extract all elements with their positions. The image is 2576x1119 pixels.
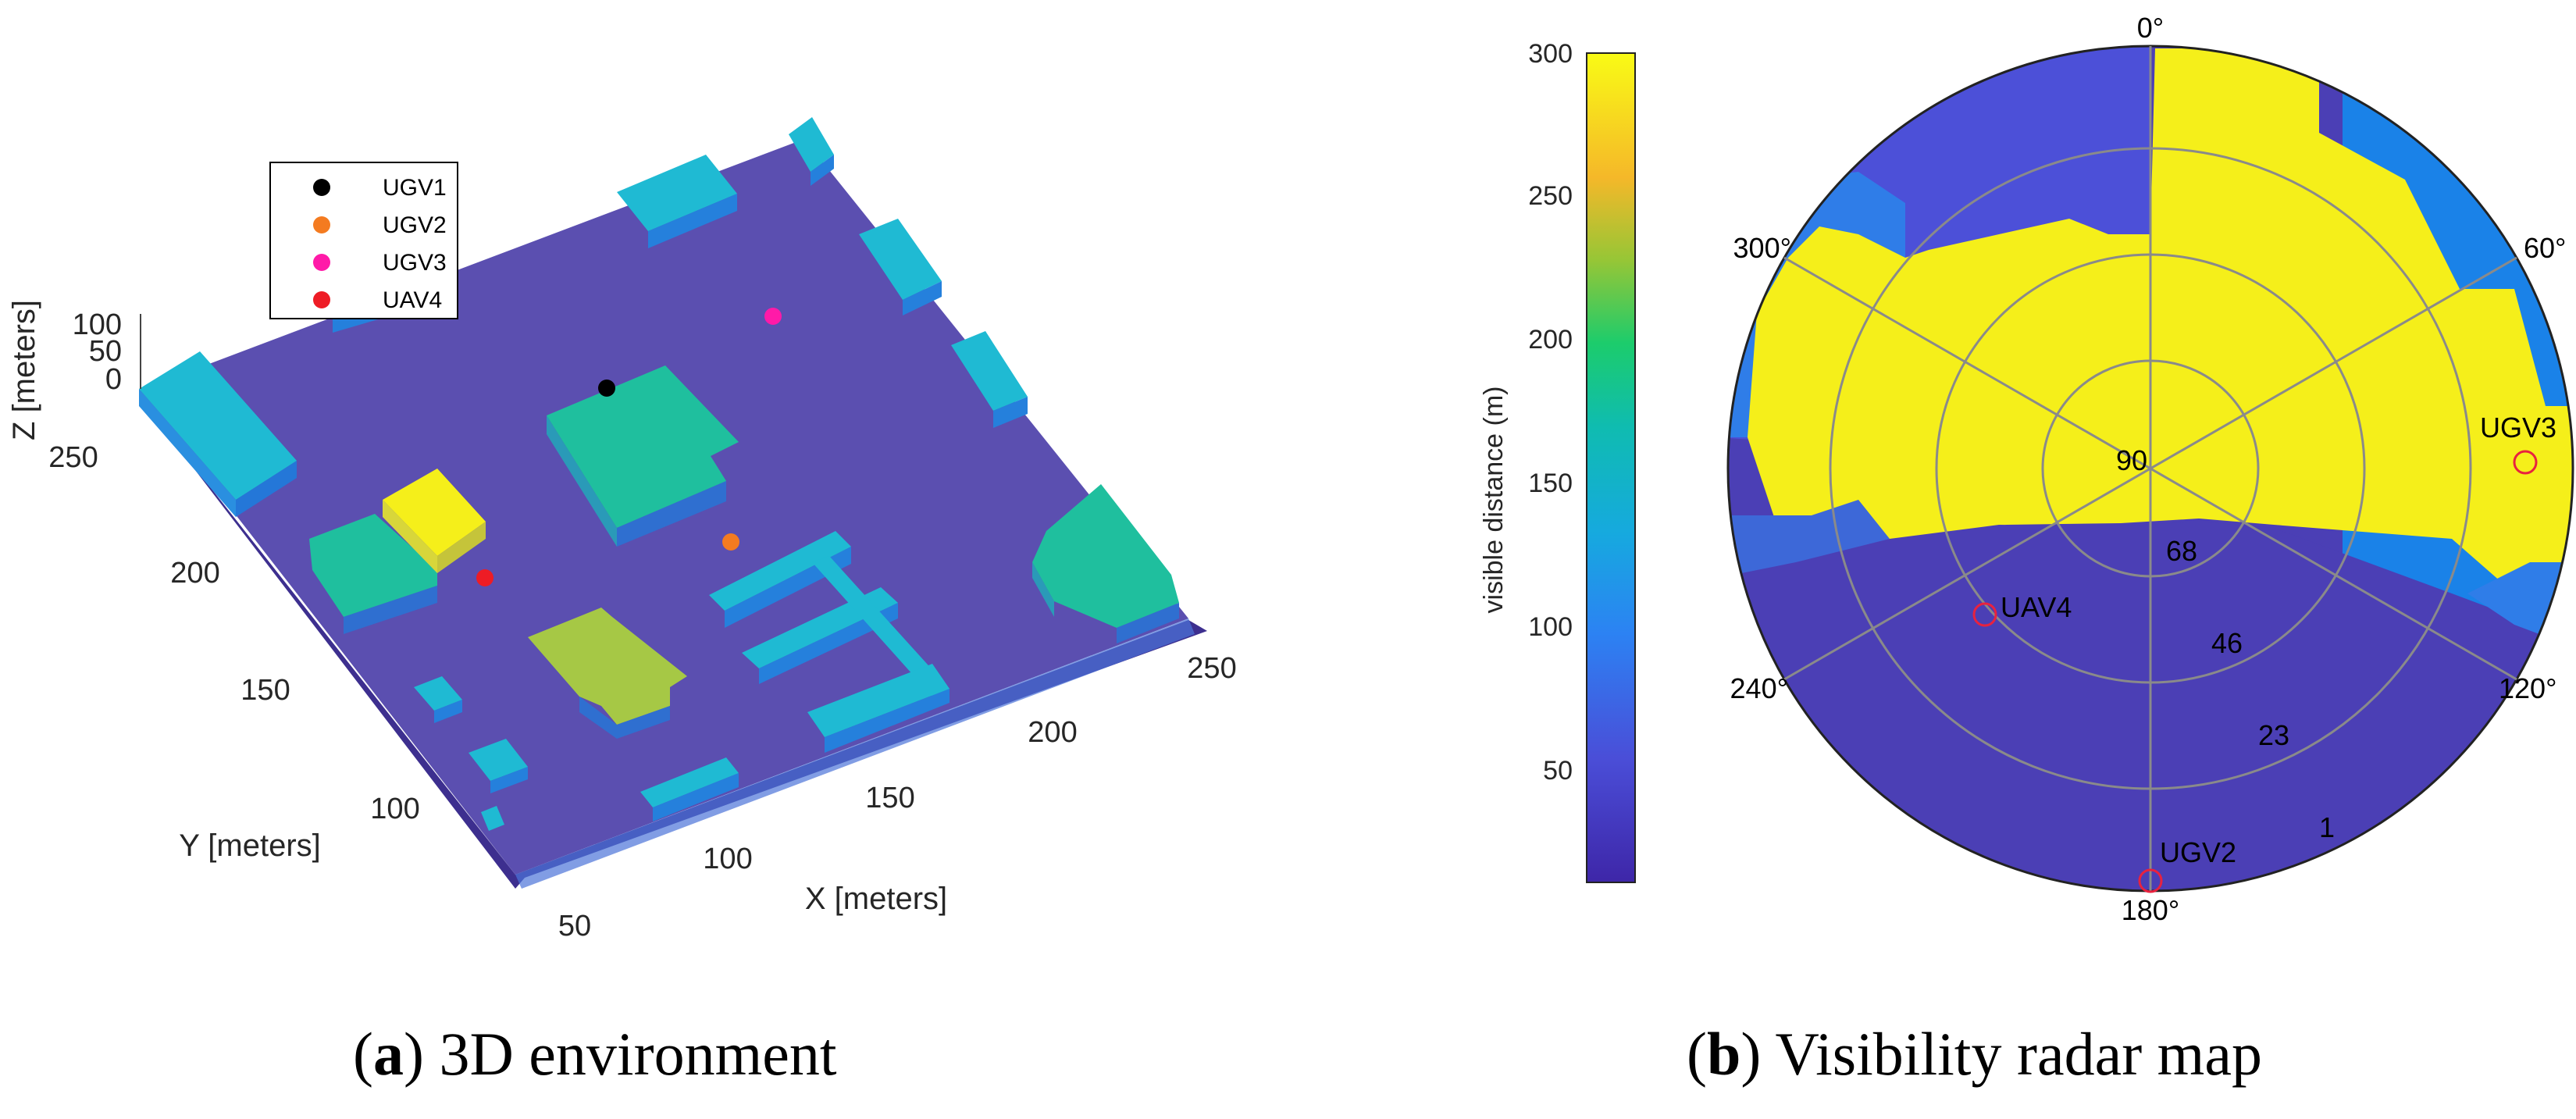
caption-b-letter: b: [1706, 1020, 1741, 1088]
x-tick: 250: [1187, 652, 1236, 685]
colorbar-tick: 100: [1528, 612, 1573, 642]
legend-ugv3-label: UGV3: [383, 250, 447, 276]
y-tick: 200: [170, 557, 219, 590]
legend-uav4-swatch: [313, 291, 330, 308]
colorbar: 300 250 200 150 100 50 visible distance …: [1479, 39, 1636, 883]
marker-uav4-label: UAV4: [2001, 591, 2072, 623]
z-tick: 0: [105, 363, 122, 396]
y-tick: 100: [370, 793, 419, 825]
marker-ugv3-label: UGV3: [2480, 412, 2556, 444]
y-axis: 50 100 150 200 250 Y [meters]: [48, 441, 591, 943]
radial-label: 68: [2166, 535, 2197, 567]
angle-label-240: 240°: [1730, 672, 1788, 704]
colorbar-tick: 150: [1528, 469, 1573, 498]
marker-ugv2: UGV2: [2138, 836, 2236, 893]
caption-a-letter: a: [372, 1020, 404, 1088]
colorbar-tick: 300: [1528, 39, 1573, 69]
y-tick: 50: [558, 910, 591, 943]
ground-edge: [515, 618, 1195, 889]
colorbar-tick: 250: [1528, 181, 1573, 211]
radial-label: 46: [2211, 627, 2243, 659]
region-yellow: [1748, 48, 2573, 593]
caption-b: (b) Visibility radar map: [1687, 1020, 2262, 1088]
radial-label: 1: [2319, 811, 2335, 843]
z-tick: 100: [73, 308, 122, 341]
marker-ugv2-label: UGV2: [2160, 836, 2236, 868]
scene-3d: UGV1 UGV2 UGV3 UAV4 100 50 0 Z [meters] …: [7, 117, 1237, 943]
marker-uav4: UAV4: [1972, 591, 2072, 627]
legend-uav4-label: UAV4: [383, 287, 442, 313]
y-tick: 250: [48, 441, 98, 474]
colorbar-gradient: [1586, 52, 1636, 883]
radial-label: 23: [2258, 719, 2289, 751]
radar-map: 0° 60° 120° 180° 240° 300° 90 68 46 23 1…: [1726, 12, 2574, 926]
z-tick: 50: [89, 335, 122, 368]
colorbar-label: visible distance (m): [1479, 387, 1509, 614]
legend-ugv2-label: UGV2: [383, 212, 447, 238]
caption-a-text: 3D environment: [423, 1020, 837, 1088]
colorbar-tick: 200: [1528, 325, 1573, 355]
z-axis: 100 50 0 Z [meters]: [7, 300, 141, 440]
angle-label-300: 300°: [1733, 232, 1791, 264]
legend-ugv1-swatch: [313, 179, 330, 196]
x-tick: 150: [865, 782, 914, 814]
buildings: [139, 117, 1179, 831]
angle-label-180: 180°: [2122, 894, 2179, 926]
z-axis-label: Z [meters]: [7, 300, 41, 440]
legend-ugv2-swatch: [313, 216, 330, 233]
legend-ugv3-swatch: [313, 254, 330, 271]
y-tick: 150: [240, 674, 290, 707]
region-lower: [1728, 522, 2573, 891]
uav4-marker: [476, 569, 493, 586]
angle-label-120: 120°: [2499, 672, 2556, 704]
x-tick: 100: [703, 843, 752, 875]
ugv1-marker: [598, 380, 615, 397]
angle-label-0: 0°: [2137, 12, 2164, 44]
legend-ugv1-label: UGV1: [383, 175, 447, 201]
caption-b-text: Visibility radar map: [1761, 1020, 2262, 1088]
marker-ugv3: UGV3: [2480, 412, 2556, 475]
caption-a: (a) 3D environment: [353, 1020, 837, 1088]
y-axis-label: Y [meters]: [179, 829, 321, 863]
colorbar-tick: 50: [1543, 756, 1573, 786]
x-axis: 100 150 200 250 X [meters]: [703, 652, 1236, 916]
ugv2-marker: [722, 533, 739, 551]
x-tick: 200: [1028, 716, 1077, 749]
legend: UGV1 UGV2 UGV3 UAV4: [269, 162, 458, 319]
x-axis-label: X [meters]: [805, 882, 947, 916]
radial-label: 90: [2116, 444, 2147, 476]
ugv3-marker: [764, 308, 782, 325]
polar-grid: [1726, 45, 2574, 893]
angle-label-60: 60°: [2524, 232, 2566, 264]
region-left-lower-blue: [1728, 500, 1890, 578]
